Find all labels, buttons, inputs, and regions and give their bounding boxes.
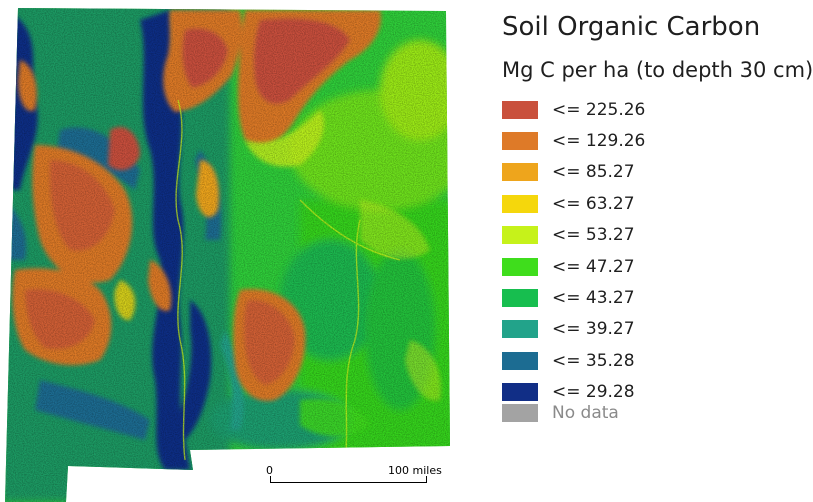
scale-bar: 0 100 miles (260, 464, 442, 498)
legend-item: <= 85.27 (502, 157, 645, 188)
legend-label-nodata: No data (552, 403, 619, 423)
legend-swatch (502, 163, 538, 182)
legend-label: <= 43.27 (552, 288, 635, 309)
legend-item: <= 29.28 (502, 377, 645, 408)
soil-carbon-map: 0 100 miles (5, 8, 450, 502)
legend-label: <= 39.27 (552, 319, 635, 340)
legend-label: <= 29.28 (552, 382, 635, 403)
legend-item: <= 43.27 (502, 282, 645, 313)
legend-item: <= 63.27 (502, 188, 645, 219)
legend-label: <= 63.27 (552, 193, 635, 214)
legend-item: <= 47.27 (502, 251, 645, 282)
new-mexico-raster (5, 8, 450, 502)
legend-swatch (502, 226, 538, 245)
legend-item: <= 129.26 (502, 125, 645, 156)
legend-label: <= 225.26 (552, 99, 646, 120)
legend-swatch (502, 100, 538, 119)
legend-item: <= 225.26 (502, 94, 645, 125)
legend-title: Soil Organic Carbon (502, 12, 761, 42)
legend-subtitle: Mg C per ha (to depth 30 cm) (502, 58, 813, 82)
legend-label: <= 53.27 (552, 225, 635, 246)
legend-swatch (502, 383, 538, 402)
legend-swatch (502, 257, 538, 276)
legend-label: <= 129.26 (552, 131, 646, 152)
legend-swatch (502, 132, 538, 151)
legend-item: <= 35.28 (502, 345, 645, 376)
legend-item: <= 53.27 (502, 220, 645, 251)
legend-item-nodata: No data (502, 400, 619, 426)
legend-item: <= 39.27 (502, 314, 645, 345)
scale-bar-tick-end (426, 476, 427, 483)
scale-bar-line (270, 482, 426, 483)
scale-bar-start-label: 0 (266, 464, 273, 477)
scale-bar-end-label: 100 miles (388, 464, 442, 477)
legend-label: <= 85.27 (552, 162, 635, 183)
legend-list: <= 225.26 <= 129.26 <= 85.27 <= 63.27 <=… (502, 94, 645, 408)
legend-swatch (502, 320, 538, 339)
legend-swatch (502, 194, 538, 213)
scale-bar-tick-start (270, 476, 271, 483)
legend-swatch (502, 351, 538, 370)
legend-label: <= 47.27 (552, 256, 635, 277)
legend-label: <= 35.28 (552, 350, 635, 371)
legend-swatch (502, 289, 538, 308)
legend-swatch-nodata (502, 404, 538, 422)
